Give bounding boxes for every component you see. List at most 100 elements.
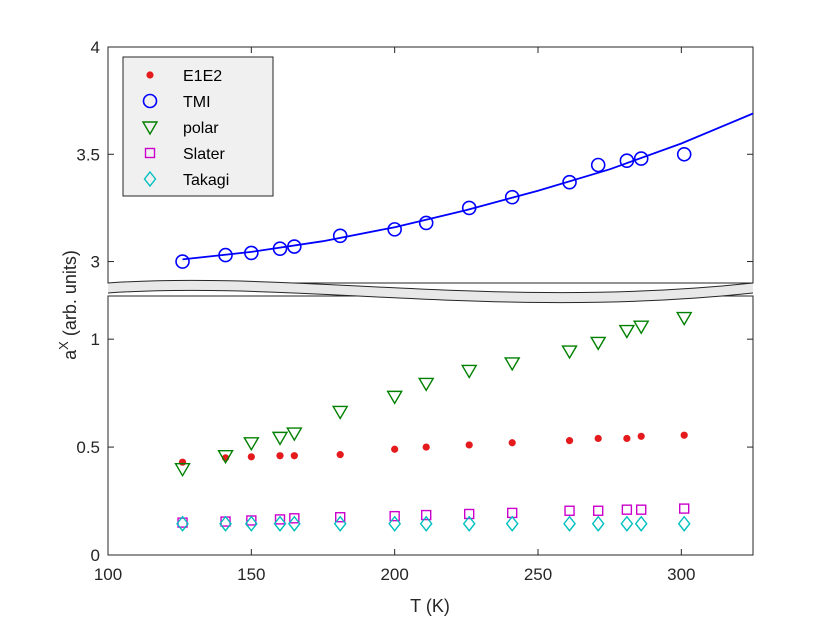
legend: E1E2 TMI polar Slater Takagi [122,56,274,197]
data-point-polar [386,390,403,405]
series-tmi [175,146,692,269]
data-point-slater [289,513,300,524]
data-point-tmi [272,241,288,256]
data-point-takagi [287,515,301,532]
y-tick-label-lower: 0.5 [76,438,100,457]
data-point-takagi [505,515,519,532]
data-point-e1e2 [508,439,516,447]
data-point-takagi [620,515,634,532]
data-point-tmi [418,215,434,231]
data-point-takagi [591,515,605,532]
data-point-e1e2 [594,434,602,443]
series-polar [174,311,693,478]
data-point-tmi [619,153,635,169]
x-axis-label: T (K) [410,596,450,616]
series-e1e2 [178,431,688,466]
data-point-polar [331,405,349,420]
data-point-polar [286,427,303,442]
data-point-polar [243,437,260,452]
y-axis-label-base: a [60,349,80,360]
data-point-polar [503,357,521,372]
data-point-e1e2 [276,452,284,460]
x-tick-label: 200 [380,565,408,584]
x-tick-label: 300 [667,565,695,584]
data-point-takagi [563,515,576,532]
data-point-takagi [333,515,347,532]
axis-break-line-lower [107,289,754,304]
legend-marker-polar [141,121,159,136]
data-point-tmi [504,189,520,205]
data-point-polar [618,324,636,339]
data-point-slater [679,503,690,514]
data-point-slater [593,505,604,516]
data-point-takagi [419,515,433,532]
y-axis-label-superscript: X [56,341,71,350]
y-tick-label-upper: 3 [91,253,100,272]
data-point-slater [335,512,346,523]
data-point-takagi [677,515,691,532]
data-point-slater [621,504,633,515]
data-markers [174,146,693,532]
data-point-polar [561,345,578,360]
data-point-slater [389,510,400,522]
data-point-takagi [273,515,287,532]
data-point-polar [589,336,607,351]
data-point-tmi [244,245,259,261]
data-point-takagi [462,515,476,532]
legend-marker-slater [144,147,156,159]
data-point-e1e2 [637,432,645,440]
data-point-e1e2 [465,441,473,449]
data-point-e1e2 [290,452,298,460]
data-point-slater [564,505,575,516]
data-point-tmi [218,247,233,263]
data-point-tmi [676,146,692,162]
data-point-tmi [175,254,190,269]
data-point-e1e2 [391,445,399,453]
series-slater [177,503,690,528]
y-tick-label-lower: 0 [91,546,100,565]
data-point-slater [274,514,286,525]
data-point-takagi [388,515,402,532]
x-tick-label: 100 [94,565,122,584]
x-tick-label: 250 [524,565,552,584]
data-point-tmi [590,157,606,173]
y-axis-label-units: (arb. units) [60,250,80,341]
tmi-fit-curve [182,112,754,261]
data-point-e1e2 [422,443,430,451]
data-point-e1e2 [623,434,631,443]
axis-break-line-upper [107,279,754,294]
axis-break-band [108,280,753,303]
data-point-polar [675,311,693,326]
y-tick-label-upper: 3.5 [76,145,100,164]
data-point-tmi [387,222,402,237]
data-point-polar [174,462,191,478]
y-tick-label-upper: 4 [91,38,100,57]
legend-label-e1e2: E1E2 [183,68,222,85]
fit-line-tmi [182,112,754,261]
data-point-slater [464,508,475,520]
data-point-polar [217,450,234,465]
legend-label-takagi: Takagi [183,172,229,189]
data-point-polar [632,320,650,335]
data-point-e1e2 [336,451,344,459]
data-point-tmi [633,151,649,166]
data-point-e1e2 [680,431,688,439]
data-point-takagi [176,515,189,532]
data-point-e1e2 [178,458,187,466]
y-axis-label: aX (arb. units) [56,250,80,360]
legend-label-tmi: TMI [183,94,211,111]
data-point-e1e2 [247,453,255,461]
data-point-takagi [244,515,258,532]
legend-marker-e1e2 [146,71,154,79]
data-point-polar [271,431,289,446]
x-tick-label: 150 [237,565,265,584]
legend-label-slater: Slater [183,146,225,163]
legend-box [122,56,274,197]
axis-ticks: 100 150 200 250 300 3 3.5 4 0 0.5 1 [76,38,753,584]
data-point-takagi [219,515,232,532]
data-point-takagi [634,515,648,532]
data-point-tmi [562,174,577,190]
data-point-slater [636,504,647,515]
data-point-tmi [332,228,348,244]
